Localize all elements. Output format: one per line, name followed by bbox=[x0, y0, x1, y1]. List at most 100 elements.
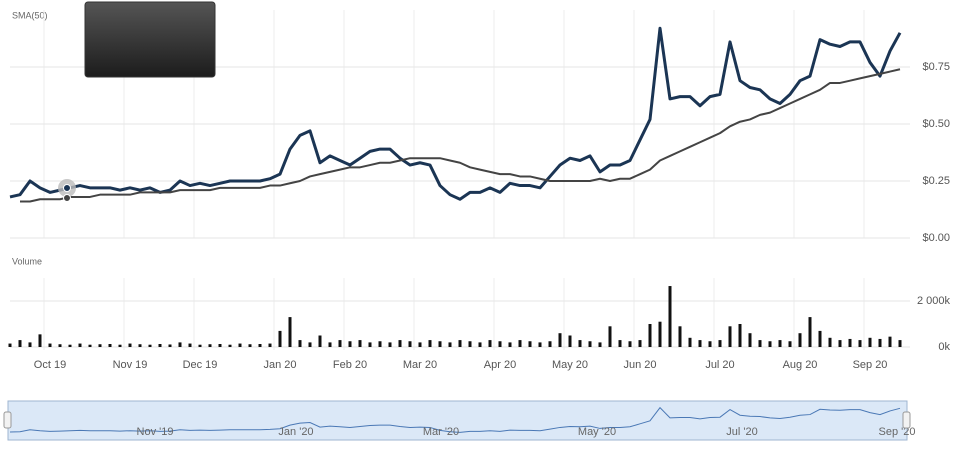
volume-bar bbox=[888, 336, 892, 347]
y-tick-label: $0.50 bbox=[922, 118, 950, 130]
volume-bar bbox=[128, 343, 132, 347]
volume-bar bbox=[748, 333, 752, 347]
x-tick-label: Feb 20 bbox=[333, 359, 367, 371]
volume-bar bbox=[318, 335, 322, 347]
volume-bar bbox=[598, 342, 602, 347]
volume-bar bbox=[178, 342, 182, 347]
volume-bar bbox=[848, 338, 852, 347]
volume-bar bbox=[188, 343, 192, 347]
volume-bar bbox=[518, 340, 522, 347]
volume-bar bbox=[148, 344, 152, 347]
volume-bar bbox=[248, 344, 252, 347]
navigator-label: Jul '20 bbox=[726, 426, 757, 438]
volume-bar bbox=[408, 341, 412, 347]
volume-bar bbox=[788, 341, 792, 347]
volume-bar bbox=[348, 341, 352, 347]
x-tick-label: Jun 20 bbox=[623, 359, 656, 371]
volume-bar bbox=[458, 340, 462, 347]
volume-bar bbox=[8, 343, 12, 347]
y-tick-label: 0k bbox=[938, 341, 950, 353]
x-tick-label: Dec 19 bbox=[183, 359, 218, 371]
volume-bar bbox=[678, 326, 682, 347]
navigator-handle[interactable] bbox=[3, 411, 12, 429]
x-tick-label: Apr 20 bbox=[484, 359, 516, 371]
volume-bar bbox=[208, 344, 212, 347]
volume-title: Volume bbox=[12, 256, 42, 266]
volume-bar bbox=[578, 340, 582, 347]
volume-bar bbox=[388, 342, 392, 347]
x-tick-label: Aug 20 bbox=[783, 359, 818, 371]
volume-bar bbox=[448, 342, 452, 347]
volume-bar bbox=[398, 340, 402, 347]
volume-bar bbox=[238, 343, 242, 347]
x-tick-label: Jul 20 bbox=[705, 359, 734, 371]
volume-bar bbox=[298, 340, 302, 347]
volume-bar bbox=[328, 342, 332, 347]
x-tick-label: Sep 20 bbox=[853, 359, 888, 371]
volume-bar bbox=[668, 286, 672, 347]
volume-bar bbox=[868, 337, 872, 347]
navigator-label: Sep '20 bbox=[879, 426, 916, 438]
volume-bar bbox=[738, 324, 742, 347]
volume-bar bbox=[98, 344, 102, 347]
volume-bar bbox=[618, 340, 622, 347]
hover-marker bbox=[63, 194, 71, 202]
volume-bar bbox=[638, 340, 642, 347]
volume-bar bbox=[538, 342, 542, 347]
volume-bar bbox=[528, 341, 532, 347]
volume-bar bbox=[118, 344, 122, 347]
volume-bar bbox=[18, 340, 22, 347]
navigator-window[interactable] bbox=[7, 400, 908, 441]
volume-bar bbox=[478, 342, 482, 347]
volume-bar bbox=[158, 344, 162, 347]
tooltip bbox=[84, 1, 216, 78]
volume-bar bbox=[508, 342, 512, 347]
volume-bar bbox=[628, 341, 632, 347]
volume-bar bbox=[138, 344, 142, 347]
volume-bar bbox=[808, 317, 812, 347]
volume-bar bbox=[258, 344, 262, 347]
volume-bar bbox=[838, 340, 842, 347]
navigator-handle[interactable] bbox=[902, 411, 911, 429]
volume-bar bbox=[278, 330, 282, 347]
navigator-label: Jan '20 bbox=[278, 426, 313, 438]
volume-bar bbox=[78, 343, 82, 347]
volume-bar bbox=[768, 341, 772, 347]
y-tick-label: $0.75 bbox=[922, 61, 950, 73]
volume-bar bbox=[698, 340, 702, 347]
volume-bar bbox=[548, 341, 552, 347]
x-tick-label: Oct 19 bbox=[34, 359, 66, 371]
x-tick-label: Nov 19 bbox=[113, 359, 148, 371]
volume-bar bbox=[338, 340, 342, 347]
volume-bar bbox=[228, 344, 232, 347]
volume-bar bbox=[488, 340, 492, 347]
volume-bar bbox=[858, 340, 862, 347]
volume-bar bbox=[48, 343, 52, 347]
volume-bar bbox=[368, 342, 372, 347]
navigator-series bbox=[9, 406, 901, 433]
navigator-label: May '20 bbox=[578, 426, 616, 438]
volume-bar bbox=[878, 338, 882, 347]
volume-bar bbox=[28, 342, 32, 347]
volume-bar bbox=[428, 340, 432, 347]
navigator-label: Nov '19 bbox=[137, 426, 174, 438]
volume-bar bbox=[588, 341, 592, 347]
volume-bar bbox=[88, 344, 92, 347]
x-tick-label: May 20 bbox=[552, 359, 588, 371]
hover-marker bbox=[63, 184, 71, 192]
volume-bar bbox=[218, 344, 222, 347]
volume-bar bbox=[828, 337, 832, 347]
x-tick-label: Jan 20 bbox=[263, 359, 296, 371]
volume-bar bbox=[288, 317, 292, 347]
x-tick-label: Mar 20 bbox=[403, 359, 437, 371]
volume-bar bbox=[498, 341, 502, 347]
volume-bar bbox=[418, 342, 422, 347]
volume-bar bbox=[898, 340, 902, 347]
volume-bar bbox=[778, 340, 782, 347]
volume-bar bbox=[718, 340, 722, 347]
volume-bar bbox=[648, 324, 652, 347]
volume-bar bbox=[198, 344, 202, 347]
navigator-label: Mar '20 bbox=[423, 426, 459, 438]
volume-bar bbox=[558, 333, 562, 347]
